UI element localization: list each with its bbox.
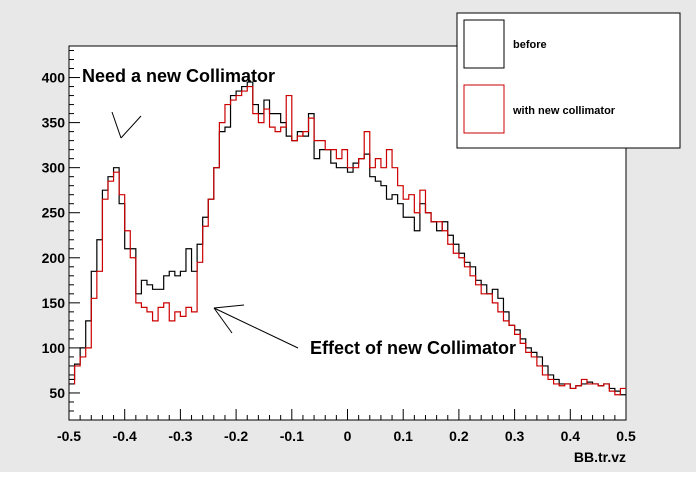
legend-label-new-collimator: with new collimator [512, 105, 616, 117]
x-tick-label: 0.2 [449, 428, 469, 444]
annotation-arrow-effect-collimator [213, 304, 299, 349]
legend-label-before: before [513, 39, 547, 51]
x-tick-label: -0.4 [113, 428, 137, 444]
y-axis-ticks: 50 100 150 200 250 300 350 400 [42, 50, 80, 412]
legend-swatch-before [463, 19, 505, 69]
y-tick-label: 400 [42, 70, 66, 86]
x-axis-label: BB.tr.vz [574, 449, 626, 465]
y-tick-label: 50 [49, 385, 65, 401]
annotation-need-collimator: Need a new Collimator [82, 66, 275, 86]
y-tick-label: 300 [42, 160, 66, 176]
x-tick-label: 0.3 [505, 428, 525, 444]
y-tick-label: 250 [42, 205, 66, 221]
y-tick-label: 100 [42, 340, 66, 356]
x-tick-label: 0 [344, 428, 352, 444]
y-tick-label: 150 [42, 295, 66, 311]
x-tick-label: -0.1 [280, 428, 304, 444]
x-tick-label: -0.5 [57, 428, 81, 444]
x-tick-label: 0.1 [393, 428, 413, 444]
y-tick-label: 350 [42, 115, 66, 131]
y-tick-label: 200 [42, 250, 66, 266]
legend: before with new collimator [456, 12, 681, 149]
x-tick-label: 0.4 [561, 428, 581, 444]
x-tick-label: 0.5 [616, 428, 636, 444]
legend-swatch-new-collimator [463, 84, 505, 134]
annotation-effect-collimator: Effect of new Collimator [310, 338, 516, 358]
series-new-collimator-line [69, 85, 626, 396]
annotation-arrow-need-collimator [111, 111, 142, 139]
x-tick-label: -0.2 [224, 428, 248, 444]
x-axis-ticks: -0.5 -0.4 -0.3 -0.2 -0.1 0 0.1 0.2 0.3 0.4 0.5 [57, 409, 636, 444]
x-tick-label: -0.3 [168, 428, 192, 444]
